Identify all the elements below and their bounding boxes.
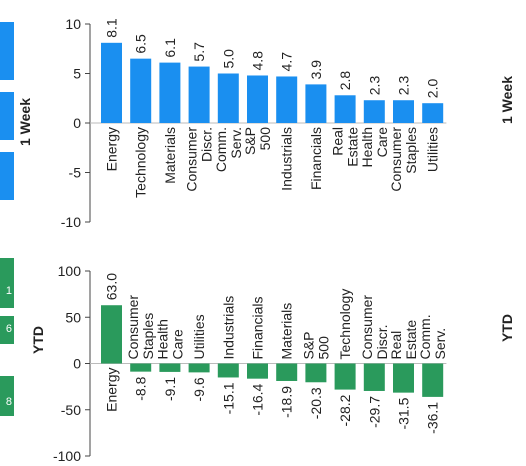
left-blue-panel-top xyxy=(0,22,14,80)
week-category-label: Comm.Serv. xyxy=(213,127,244,172)
week-bar xyxy=(334,95,356,123)
week-category-label: Materials xyxy=(162,127,178,184)
week-data-label: 2.3 xyxy=(366,76,382,96)
week-bar xyxy=(363,100,385,123)
week-bar xyxy=(217,73,239,123)
week-data-label: 6.1 xyxy=(162,38,178,58)
ytd-data-label: -20.3 xyxy=(308,387,324,419)
week-data-label: 5.0 xyxy=(220,49,236,69)
ytd-bar xyxy=(217,363,239,378)
ytd-bar xyxy=(130,363,152,372)
ytd-data-label: -29.7 xyxy=(366,396,382,428)
week-category-label: Energy xyxy=(104,127,120,171)
ytd-bar xyxy=(276,363,298,381)
week-category-label: Industrials xyxy=(279,127,295,191)
left-green-fragment-3: 8 xyxy=(5,396,12,408)
ytd-data-label: -31.5 xyxy=(396,397,412,429)
week-data-label: 2.3 xyxy=(396,76,412,96)
week-bar xyxy=(188,66,210,123)
week-category-label: Utilities xyxy=(425,127,441,172)
ytd-bar xyxy=(334,363,356,390)
chart-ytd: 100 50 0 -50 -100 YTD YTD 63.0 Energy -8.8 Consume… xyxy=(30,263,515,464)
ytd-data-label: -36.1 xyxy=(425,402,441,434)
week-category-label: ConsumerDiscr. xyxy=(184,127,215,192)
ytd-data-label: 63.0 xyxy=(104,273,120,300)
left-green-panel-1: 1 xyxy=(0,258,14,308)
ytd-ytick-label: 0 xyxy=(73,356,81,372)
ytd-category-label: RealEstate xyxy=(388,320,419,360)
left-blue-panel-middle xyxy=(0,92,14,140)
week-category-label: ConsumerStaples xyxy=(388,127,419,192)
ytd-ytick-label: 50 xyxy=(65,309,81,325)
ytd-category-label: HealthCare xyxy=(154,319,185,359)
ytd-category-label: Energy xyxy=(104,368,120,412)
week-bar xyxy=(130,58,152,123)
ytd-category-label: Technology xyxy=(337,289,353,360)
week-data-label: 3.9 xyxy=(308,60,324,80)
left-green-fragment-2: 6 xyxy=(5,323,12,335)
ytd-axis-title: YTD xyxy=(30,326,46,354)
ytd-bar xyxy=(393,363,414,393)
chart-1-week: 10 5 0 -5 -10 1 Week 1 Week 8.1 Energy 6.5 Technol… xyxy=(17,16,515,230)
ytd-bar xyxy=(101,305,122,364)
left-green-fragment-1: 1 xyxy=(5,285,12,297)
week-ytick-label: 0 xyxy=(73,115,81,131)
ytd-category-label: ConsumerDiscr. xyxy=(359,295,390,360)
week-category-label: RealEstate xyxy=(330,127,361,167)
ytd-category-label: S&P500 xyxy=(300,331,331,359)
ytd-ytick-label: 100 xyxy=(58,263,82,279)
ytd-category-label: Materials xyxy=(279,303,295,360)
ytd-category-label: Comm.Serv. xyxy=(417,314,448,359)
week-bar xyxy=(101,42,122,124)
week-bar xyxy=(393,100,414,123)
ytd-data-label: -15.1 xyxy=(220,382,236,414)
ytd-data-label: -16.4 xyxy=(250,383,266,415)
ytd-bar xyxy=(422,363,444,397)
ytd-data-label: -9.1 xyxy=(162,377,178,401)
week-ytick-label: 10 xyxy=(65,16,81,32)
week-category-label: S&P500 xyxy=(242,127,273,155)
ytd-data-label: -18.9 xyxy=(279,386,295,418)
ytd-bar xyxy=(247,363,268,379)
ytd-bar xyxy=(363,363,385,391)
week-axis-title: 1 Week xyxy=(17,98,33,146)
ytd-category-label: Industrials xyxy=(220,296,236,360)
ytd-ytick-label: -50 xyxy=(61,402,81,418)
left-blue-panel-bottom xyxy=(0,152,14,200)
week-category-label: Technology xyxy=(133,127,149,198)
week-data-label: 2.0 xyxy=(425,79,441,99)
week-bar xyxy=(305,84,327,123)
week-bar xyxy=(159,62,181,123)
week-ytick-label: 5 xyxy=(73,66,81,82)
week-side-label: 1 Week xyxy=(499,76,515,124)
week-category-label: Financials xyxy=(308,127,324,190)
ytd-data-label: -8.8 xyxy=(133,376,149,400)
left-green-panel-3: 8 xyxy=(0,376,14,416)
week-bar xyxy=(422,103,444,123)
ytd-bar xyxy=(188,363,210,373)
week-ytick-label: -5 xyxy=(69,165,82,181)
ytd-category-label: ConsumerStaples xyxy=(125,295,156,360)
week-data-label: 4.8 xyxy=(250,51,266,71)
ytd-category-label: Financials xyxy=(250,296,266,359)
week-data-label: 4.7 xyxy=(279,52,295,72)
ytd-side-label: YTD xyxy=(499,314,515,342)
week-data-label: 2.8 xyxy=(337,71,353,91)
week-data-label: 6.5 xyxy=(133,34,149,54)
ytd-bar xyxy=(305,363,327,383)
week-data-label: 8.1 xyxy=(104,18,120,38)
left-green-panel-2: 6 xyxy=(0,316,14,344)
ytd-bar xyxy=(159,363,181,372)
week-category-label: HealthCare xyxy=(359,127,390,168)
ytd-category-label: Utilities xyxy=(191,314,207,359)
ytd-data-label: -9.6 xyxy=(191,377,207,401)
ytd-ytick-label: -100 xyxy=(53,448,81,464)
week-bar xyxy=(276,76,298,123)
ytd-data-label: -28.2 xyxy=(337,394,353,426)
week-bar xyxy=(247,75,268,123)
week-ytick-label: -10 xyxy=(61,214,81,230)
week-data-label: 5.7 xyxy=(191,42,207,62)
